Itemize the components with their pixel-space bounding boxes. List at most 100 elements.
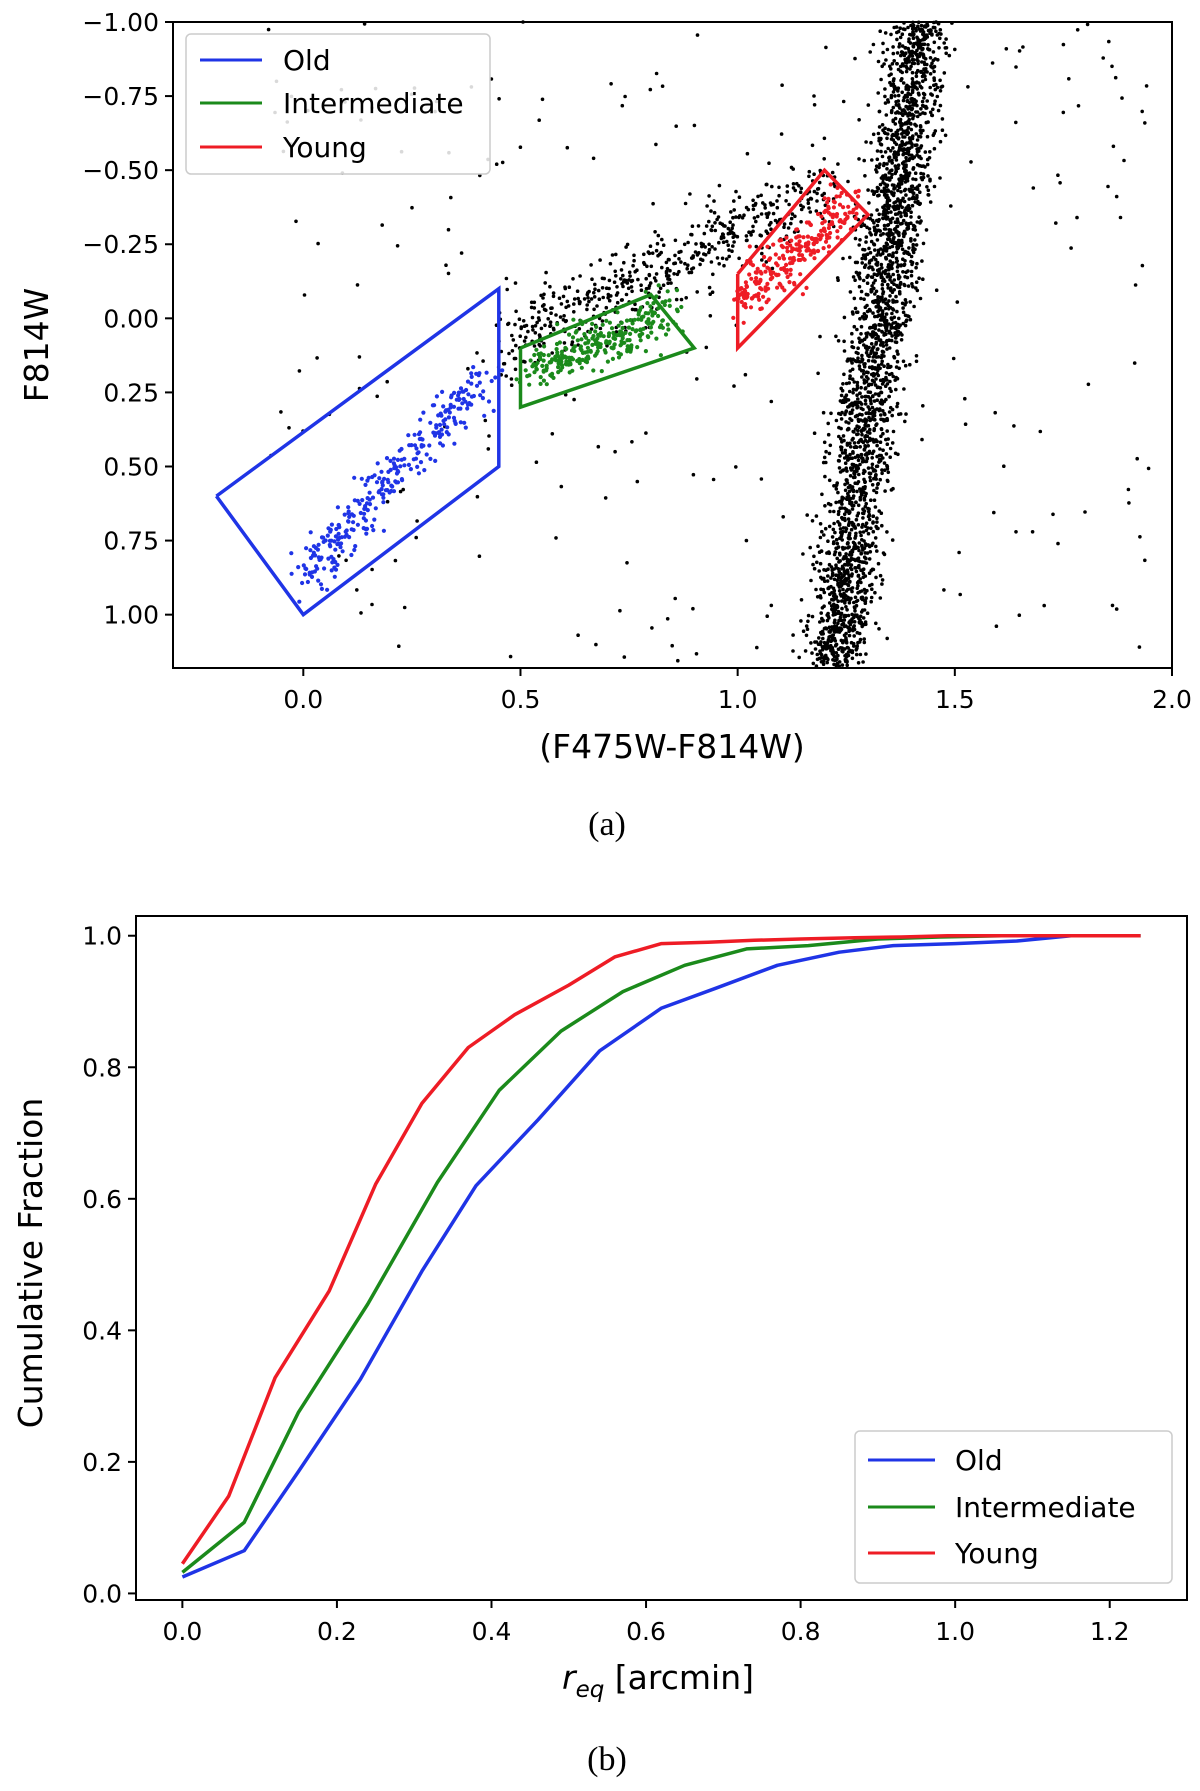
scatter-point [845, 469, 849, 473]
scatter-point [878, 386, 883, 390]
scatter-point [427, 443, 432, 448]
scatter-point [349, 512, 355, 517]
scatter-point [827, 630, 831, 634]
scatter-point [836, 490, 840, 495]
scatter-point [312, 569, 317, 574]
scatter-point [754, 276, 759, 281]
scatter-point [511, 338, 516, 342]
scatter-point [856, 503, 861, 508]
scatter-point [820, 529, 824, 534]
scatter-point [799, 598, 804, 602]
scatter-point [707, 194, 711, 198]
scatter-point [813, 647, 818, 651]
scatter-point [465, 379, 471, 384]
scatter-point [880, 287, 885, 291]
scatter-point [816, 371, 820, 376]
scatter-point [884, 58, 888, 62]
scatter-point [572, 397, 576, 402]
scatter-point [851, 436, 855, 441]
scatter-point [867, 512, 872, 517]
scatter-point [768, 277, 773, 282]
scatter-point [910, 135, 914, 140]
scatter-point [649, 321, 655, 326]
scatter-point [731, 244, 735, 248]
scatter-point [410, 205, 414, 210]
scatter-point [834, 573, 838, 577]
scatter-point [887, 307, 891, 311]
scatter-point [889, 286, 893, 290]
scatter-point [875, 185, 880, 190]
scatter-point [911, 36, 916, 40]
scatter-point [719, 236, 724, 241]
scatter-point [900, 63, 905, 68]
scatter-point [590, 277, 594, 282]
scatter-point [667, 303, 672, 308]
scatter-point [885, 338, 889, 343]
scatter-point [822, 455, 827, 460]
scatter-point [892, 227, 897, 232]
scatter-point [337, 541, 342, 547]
scatter-point [434, 423, 439, 428]
scatter-point [833, 550, 837, 554]
scatter-point [907, 140, 911, 145]
scatter-point [883, 31, 888, 35]
scatter-point [848, 410, 853, 415]
scatter-point [491, 408, 496, 413]
scatter-point [869, 342, 874, 346]
scatter-point [554, 358, 559, 363]
scatter-point [868, 390, 873, 395]
scatter-point [513, 367, 518, 372]
scatter-point [873, 383, 878, 387]
scatter-point [1111, 144, 1116, 149]
scatter-point [456, 406, 461, 411]
scatter-point [848, 445, 853, 449]
scatter-point [907, 153, 911, 157]
scatter-point [361, 526, 366, 531]
scatter-point [931, 107, 935, 112]
scatter-point [993, 410, 997, 415]
scatter-point [859, 289, 864, 294]
scatter-point [859, 490, 863, 494]
scatter-point [734, 189, 738, 194]
scatter-point [902, 199, 907, 204]
scatter-point [817, 180, 822, 185]
scatter-point [869, 498, 873, 503]
panel-a-frame [172, 21, 1173, 669]
scatter-point [621, 284, 625, 289]
scatter-point [316, 578, 321, 583]
panel-b-series-lines [180, 933, 1141, 1579]
scatter-point [441, 404, 446, 409]
scatter-point [880, 154, 885, 159]
scatter-point [858, 412, 862, 417]
scatter-point [609, 294, 613, 298]
scatter-point [873, 392, 878, 396]
scatter-point [896, 273, 901, 278]
scatter-point [884, 437, 888, 442]
scatter-point [891, 193, 896, 198]
scatter-point [539, 293, 543, 298]
scatter-point [834, 418, 839, 423]
scatter-point [381, 528, 386, 533]
scatter-point [914, 265, 918, 270]
scatter-point [481, 389, 486, 394]
scatter-point [616, 350, 621, 356]
scatter-point [778, 282, 783, 287]
scatter-point [917, 163, 922, 168]
scatter-point [347, 514, 352, 520]
scatter-point [510, 333, 514, 338]
scatter-point [895, 401, 900, 406]
scatter-point [717, 262, 721, 266]
scatter-point [513, 281, 518, 285]
scatter-point [826, 196, 831, 201]
scatter-point [666, 327, 671, 332]
scatter-point [474, 383, 480, 388]
scatter-point [879, 262, 884, 267]
scatter-point [660, 265, 664, 270]
scatter-point [589, 327, 594, 331]
scatter-point [588, 349, 593, 354]
scatter-point [857, 364, 862, 368]
scatter-point [884, 332, 888, 337]
scatter-point [449, 395, 454, 400]
scatter-point [851, 496, 855, 500]
scatter-point [878, 29, 882, 33]
